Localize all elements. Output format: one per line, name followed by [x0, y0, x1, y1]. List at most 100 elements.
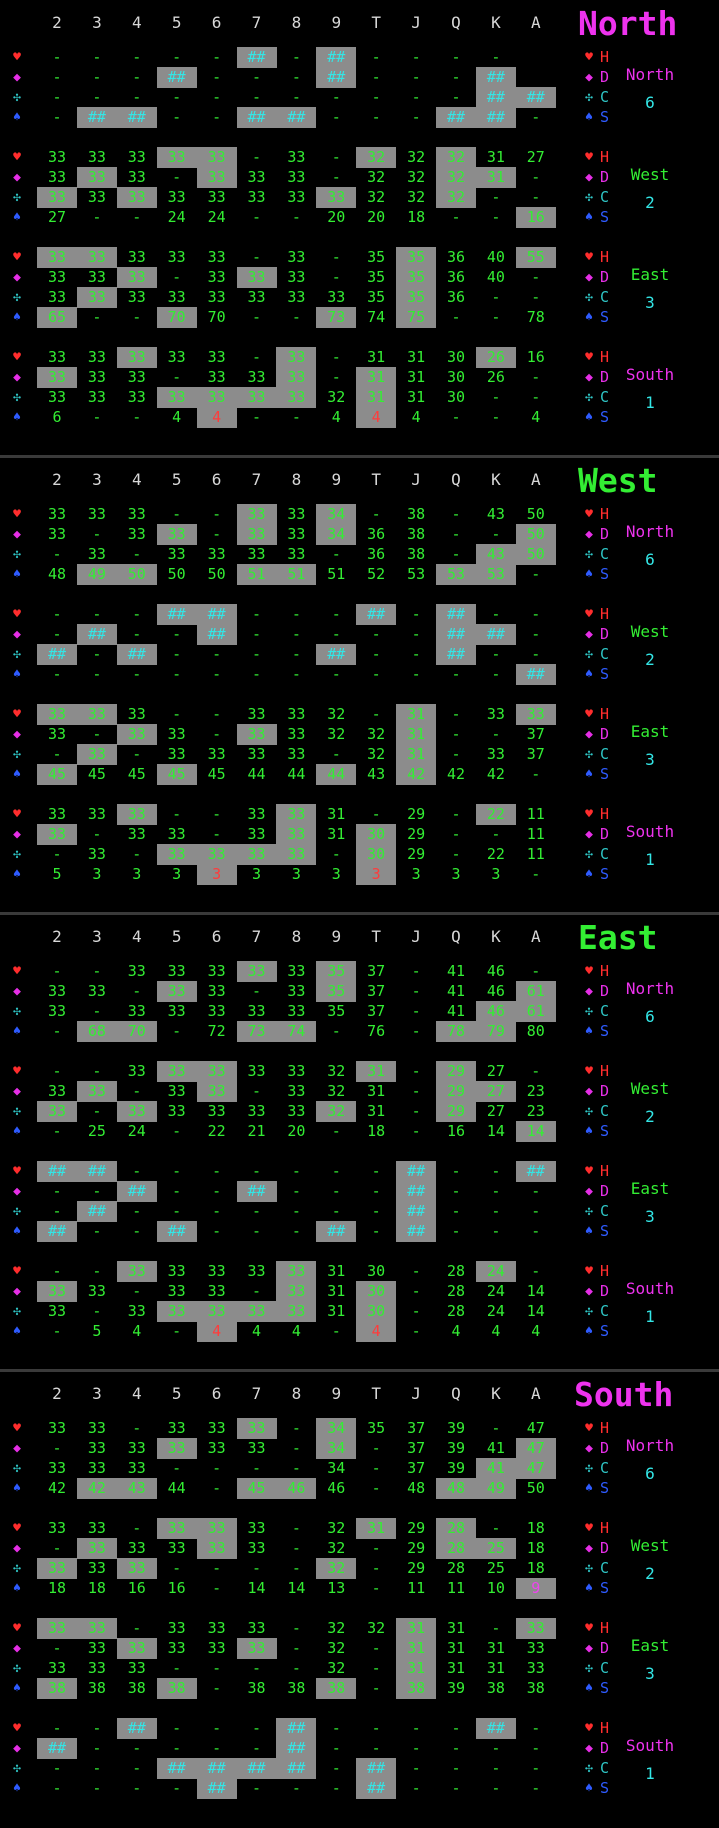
table-cell: - [132, 308, 142, 326]
table-cell: - [251, 1222, 262, 1240]
heart-icon: ♥ [13, 1164, 21, 1179]
heart-icon: ♥ [13, 507, 21, 522]
table-cell: ## [76, 624, 117, 645]
suit-label: H [600, 1062, 610, 1080]
spade-icon: ♠ [585, 1481, 593, 1496]
table-cell: 33 [156, 981, 197, 1002]
column-header: 8 [291, 927, 302, 946]
column-header: 9 [331, 1384, 342, 1403]
table-cell: - [291, 1182, 301, 1200]
suit-label: H [600, 605, 610, 623]
table-cell: - [251, 308, 262, 326]
club-icon: ✣ [585, 1561, 593, 1576]
table-cell: ## [196, 624, 237, 645]
table-cell: - [371, 505, 381, 523]
panel-title: North [578, 4, 678, 43]
table-cell: - [251, 1779, 262, 1797]
table-cell: 38 [127, 1679, 146, 1697]
table-cell: - [411, 1759, 421, 1777]
table-cell: - [251, 605, 262, 623]
suit-label: S [600, 1779, 610, 1797]
table-cell: 23 [526, 1082, 545, 1100]
table-cell: 70 [207, 308, 226, 326]
table-cell: ## [475, 87, 516, 108]
table-cell: - [451, 1182, 461, 1200]
table-cell: 33 [167, 1102, 186, 1120]
table-cell: 50 [116, 564, 157, 585]
spade-icon: ♠ [585, 1224, 593, 1239]
suit-label: D [600, 1639, 610, 1657]
table-cell: - [132, 1779, 142, 1797]
spade-icon: ♠ [13, 667, 21, 682]
suit-label: H [600, 1719, 610, 1737]
table-cell: - [491, 1739, 501, 1757]
table-cell: 31 [396, 1658, 437, 1679]
table-cell: 33 [47, 982, 67, 1000]
table-cell: 33 [37, 187, 77, 208]
table-cell: 50 [167, 565, 186, 583]
table-cell: - [132, 1202, 142, 1220]
table-cell: 47 [515, 1458, 556, 1479]
table-cell: 33 [87, 1639, 106, 1657]
table-cell: - [132, 625, 142, 643]
table-cell: 44 [247, 765, 266, 783]
table-cell: - [451, 208, 461, 226]
table-cell: 33 [236, 724, 277, 745]
table-cell: - [291, 1222, 301, 1240]
table-cell: 33 [116, 804, 157, 825]
table-cell: 27 [475, 1081, 516, 1102]
table-cell: 3 [356, 864, 397, 885]
table-cell: 4 [531, 1322, 541, 1340]
table-cell: 14 [287, 1579, 306, 1597]
table-cell: 33 [167, 1419, 186, 1437]
spade-icon: ♠ [585, 1024, 593, 1039]
suit-label: C [600, 288, 610, 306]
table-cell: - [451, 1202, 461, 1220]
heart-icon: ♥ [585, 607, 593, 622]
table-cell: ## [276, 1738, 317, 1759]
panel-title: East [578, 918, 658, 957]
table-cell: 70 [116, 1021, 157, 1042]
table-cell: ## [236, 1758, 277, 1779]
suit-label: C [600, 645, 610, 663]
suit-label: C [600, 1202, 610, 1220]
table-cell: - [132, 1282, 142, 1300]
table-cell: - [411, 982, 421, 1000]
column-header: T [371, 927, 381, 946]
table-cell: 35 [396, 247, 437, 268]
table-cell: - [331, 605, 341, 623]
table-cell: 29 [407, 1519, 426, 1537]
table-cell: 16 [446, 1122, 466, 1140]
table-cell: 18 [526, 1539, 545, 1557]
table-cell: 32 [327, 1619, 346, 1637]
table-cell: 20 [367, 208, 386, 226]
table-cell: - [132, 1519, 142, 1537]
table-cell: - [531, 1739, 541, 1757]
table-cell: 53 [475, 564, 516, 585]
table-cell: 24 [167, 208, 186, 226]
table-cell: - [172, 1719, 182, 1737]
table-cell: 33 [196, 1061, 237, 1082]
table-cell: 35 [316, 961, 357, 982]
heart-icon: ♥ [585, 1721, 593, 1736]
table-cell: 32 [436, 187, 476, 208]
heart-icon: ♥ [585, 1064, 593, 1079]
column-header: Q [451, 1384, 461, 1403]
table-cell: 31 [367, 348, 386, 366]
suit-label: S [600, 408, 610, 426]
table-cell: 37 [367, 1002, 386, 1020]
table-cell: - [172, 1739, 182, 1757]
club-icon: ✣ [13, 1104, 21, 1119]
table-cell: - [411, 625, 421, 643]
table-cell: 33 [116, 187, 157, 208]
column-header: J [411, 1384, 421, 1403]
table-cell: 45 [236, 1478, 277, 1499]
column-header: 8 [291, 1384, 302, 1403]
table-cell: 45 [37, 764, 77, 785]
table-cell: ## [436, 644, 476, 665]
hand-name: South [625, 822, 675, 841]
table-cell: - [132, 88, 142, 106]
table-cell: 34 [316, 1438, 357, 1459]
suit-label: D [600, 982, 610, 1000]
table-cell: 32 [367, 188, 386, 206]
